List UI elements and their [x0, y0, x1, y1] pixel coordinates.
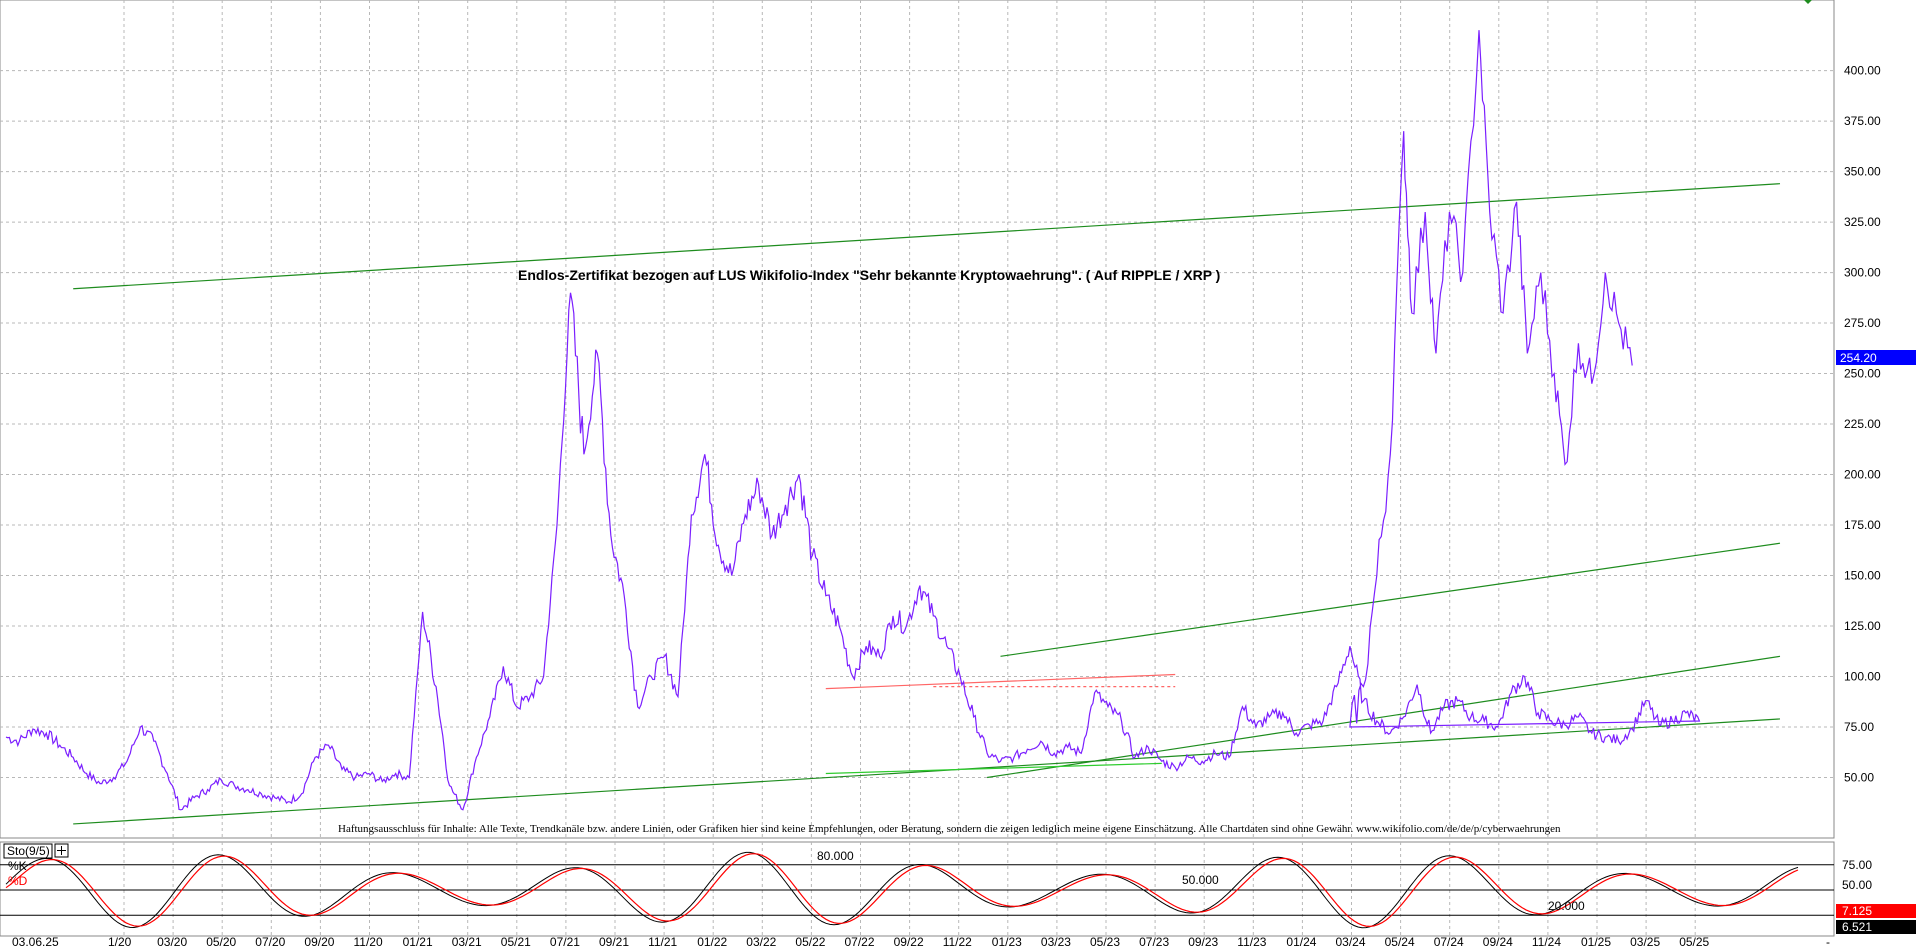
x-tick-label: 03/25 — [1630, 935, 1660, 948]
disclaimer-annotation: Haftungsausschluss für Inhalte: Alle Tex… — [338, 823, 1561, 835]
x-tick-label: 09/22 — [894, 935, 924, 948]
x-tick-label: 03/20 — [157, 935, 187, 948]
level-20-label: 20.000 — [1548, 899, 1585, 913]
x-tick-label: 01/21 — [403, 935, 433, 948]
y-tick-label: 400.00 — [1844, 64, 1881, 78]
y-tick-label: 50.00 — [1844, 771, 1874, 785]
y-tick-label: 350.00 — [1844, 165, 1881, 179]
stoch-last-d-badge: 6.521 — [1836, 920, 1916, 934]
x-tick-label: 03/24 — [1336, 935, 1366, 948]
d-label: %D — [8, 874, 28, 888]
x-tick-label: 09/24 — [1483, 935, 1513, 948]
x-tick-label: 03/22 — [746, 935, 776, 948]
level-80-label: 80.000 — [817, 849, 854, 863]
x-tick-label: 07/22 — [845, 935, 875, 948]
x-tick-label: 05/20 — [206, 935, 236, 948]
level-50-label: 50.000 — [1182, 873, 1219, 887]
trendline — [73, 718, 1781, 825]
stoch-plot-frame — [0, 841, 1835, 937]
x-tick-label: 01/24 — [1286, 935, 1316, 948]
trendline — [1000, 542, 1781, 657]
x-tick-label: 07/21 — [550, 935, 580, 948]
x-tick-label: 01/23 — [992, 935, 1022, 948]
y-tick-label: 100.00 — [1844, 670, 1881, 684]
x-tick-label: 05/23 — [1090, 935, 1120, 948]
trendline — [986, 655, 1781, 779]
x-tick-label: 03.06.25 — [12, 935, 59, 948]
x-tick-label: 11/24 — [1532, 935, 1561, 948]
stoch-k-line — [5, 851, 1799, 929]
k-label: %K — [8, 859, 27, 873]
x-tick-label: 09/23 — [1188, 935, 1218, 948]
x-axis: 03.06.25 1/20 03/20 05/20 07/20 09/20 11/20 01/… — [12, 935, 1710, 948]
y-tick-label: 150.00 — [1844, 569, 1881, 583]
x-tick-label: 11/21 — [648, 935, 677, 948]
x-tick-label: 11/20 — [354, 935, 383, 948]
stoch-last-k: 7.125 — [1842, 904, 1872, 918]
y-tick-label: 125.00 — [1844, 619, 1881, 633]
y-axis: 400.00 375.00 350.00 325.00 300.00 275.00 250.… — [1844, 64, 1881, 785]
stoch-tick-50: 50.00 — [1842, 878, 1872, 892]
y-tick-label: 175.00 — [1844, 518, 1881, 532]
trendline — [825, 762, 1162, 775]
plus-icon[interactable] — [54, 843, 69, 858]
x-tick-label: 09/20 — [304, 935, 334, 948]
x-tick-label: 05/22 — [795, 935, 825, 948]
x-tick-label: 1/20 — [108, 935, 132, 948]
x-tick-label: 03/23 — [1041, 935, 1071, 948]
x-tick-label: 01/22 — [697, 935, 727, 948]
stoch-last-d: 6.521 — [1842, 920, 1872, 934]
x-tick-label: 05/21 — [501, 935, 531, 948]
price-series — [5, 30, 1701, 811]
corner-marker-icon — [1804, 0, 1812, 4]
stoch-last-k-badge: 7.125 — [1836, 904, 1916, 918]
y-tick-label: 275.00 — [1844, 316, 1881, 330]
stoch-header: Sto(9/5) %K %D — [3, 843, 69, 888]
main-grid — [0, 0, 1834, 838]
stoch-tick-75: 75.00 — [1842, 858, 1872, 872]
trendlines — [73, 183, 1781, 825]
y-tick-label: 200.00 — [1844, 468, 1881, 482]
resistance-line — [825, 673, 1176, 690]
x-tick-label: 07/20 — [255, 935, 285, 948]
stoch-grid — [0, 842, 1834, 936]
x-tick-label: 09/21 — [599, 935, 629, 948]
last-price-badge: 254.20 — [1836, 350, 1916, 365]
price-line — [5, 30, 1701, 811]
x-tick-label: 07/23 — [1139, 935, 1169, 948]
x-tick-label: 01/25 — [1581, 935, 1611, 948]
x-tick-label: 07/24 — [1434, 935, 1464, 948]
y-tick-label: 225.00 — [1844, 417, 1881, 431]
x-tick-label: 05/25 — [1679, 935, 1709, 948]
y-tick-label: 325.00 — [1844, 215, 1881, 229]
chart-title: Endlos-Zertifikat bezogen auf LUS Wikifo… — [518, 267, 1220, 283]
y-tick-label: 250.00 — [1844, 367, 1881, 381]
stoch-d-line — [5, 853, 1799, 928]
y-tick-label: 75.00 — [1844, 720, 1874, 734]
trendline — [73, 183, 1781, 290]
y-tick-label: 375.00 — [1844, 114, 1881, 128]
scroll-dash[interactable]: - — [1826, 935, 1830, 948]
main-plot-frame — [0, 0, 1835, 839]
x-tick-label: 03/21 — [452, 935, 482, 948]
stoch-name: Sto(9/5) — [7, 844, 50, 858]
x-tick-label: 11/22 — [943, 935, 972, 948]
last-price-value: 254.20 — [1840, 351, 1877, 365]
stoch-series — [5, 851, 1799, 929]
x-tick-label: 05/24 — [1385, 935, 1415, 948]
x-tick-label: 11/23 — [1237, 935, 1266, 948]
y-tick-label: 300.00 — [1844, 266, 1881, 280]
